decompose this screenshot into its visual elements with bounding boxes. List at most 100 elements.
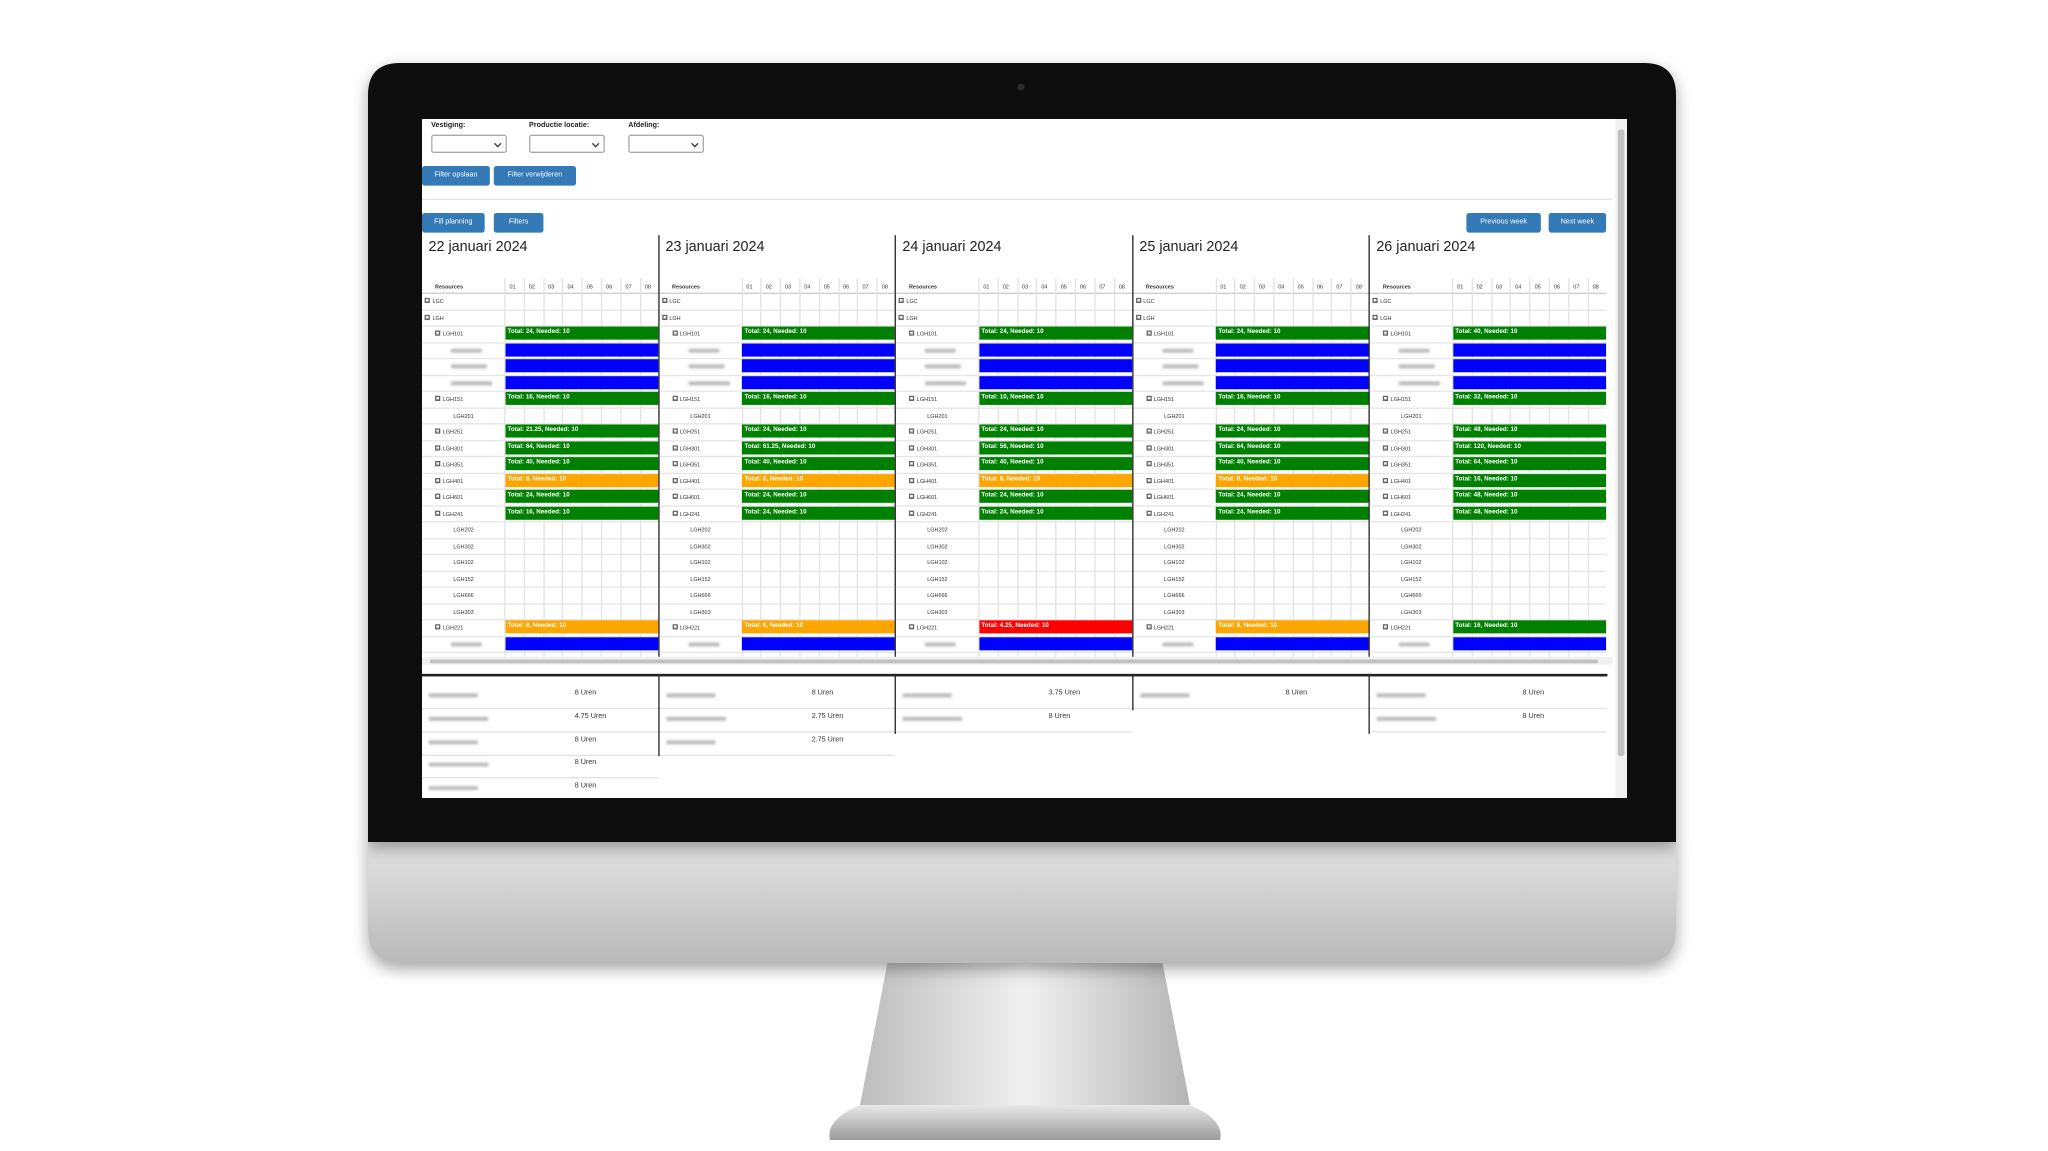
- row-line: [658, 357, 895, 359]
- resource-label: LGH251: [679, 428, 701, 435]
- resource-label: LGH101: [679, 330, 701, 338]
- filter-button[interactable]: Filter verwijderen: [493, 165, 577, 186]
- hour-header: 04: [804, 283, 811, 291]
- toggle-box[interactable]: −: [908, 509, 915, 517]
- toggle-box[interactable]: −: [908, 493, 915, 501]
- toggle-box[interactable]: −: [1382, 330, 1389, 338]
- row-line: [658, 635, 895, 636]
- capacity-bar: Total: 32, Needed: 10: [1452, 392, 1606, 406]
- toggle-box[interactable]: −: [1382, 428, 1389, 435]
- resource-label: LGH351: [442, 461, 464, 468]
- week-button[interactable]: Next week: [1548, 212, 1607, 233]
- toggle-box[interactable]: −: [1382, 477, 1389, 484]
- table-scrollbar-thumb[interactable]: [429, 658, 1599, 663]
- toggle-box[interactable]: −: [908, 444, 915, 452]
- toggle-box[interactable]: −: [1372, 314, 1378, 321]
- resource-label: LGH201: [453, 412, 474, 419]
- toggle-box[interactable]: −: [1145, 624, 1152, 631]
- vertical-scrollbar[interactable]: [1615, 119, 1627, 798]
- toolbar-button[interactable]: Filters: [493, 212, 544, 233]
- toggle-box[interactable]: −: [672, 428, 678, 435]
- toggle-box[interactable]: −: [1382, 461, 1389, 468]
- toggle-box[interactable]: −: [1135, 314, 1141, 321]
- scrollbar-thumb[interactable]: [1617, 129, 1625, 757]
- toggle-box[interactable]: −: [908, 477, 915, 484]
- toggle-box[interactable]: −: [435, 428, 441, 435]
- toggle-box[interactable]: −: [672, 444, 678, 452]
- resource-label: LGH151: [916, 395, 938, 403]
- capacity-bar: Total: 56, Needed: 10: [978, 441, 1132, 455]
- toggle-box[interactable]: −: [1145, 509, 1152, 517]
- toggle-box[interactable]: −: [435, 444, 441, 452]
- toggle-box[interactable]: −: [672, 330, 678, 338]
- employee-name-blurred: [902, 716, 963, 721]
- row-line: [658, 651, 895, 653]
- toggle-box[interactable]: −: [661, 297, 667, 305]
- toggle-box[interactable]: −: [435, 395, 441, 403]
- capacity-bar: Total: 8, Needed: 10: [1215, 620, 1369, 634]
- toggle-box[interactable]: −: [1145, 428, 1152, 435]
- row-line: [1132, 423, 1369, 424]
- toolbar-button[interactable]: Fill planning: [422, 212, 485, 233]
- toggle-box[interactable]: −: [1382, 444, 1389, 452]
- week-button[interactable]: Previous week: [1466, 212, 1541, 233]
- toggle-box[interactable]: −: [1145, 493, 1152, 501]
- toggle-box[interactable]: −: [435, 330, 441, 338]
- row-line: [1369, 439, 1606, 441]
- toggle-box[interactable]: −: [435, 461, 441, 468]
- toggle-box[interactable]: −: [908, 395, 915, 403]
- assignment-bar: [741, 359, 895, 373]
- list-row-line: [422, 754, 658, 755]
- toggle-box[interactable]: −: [672, 509, 678, 517]
- toggle-box[interactable]: −: [435, 493, 441, 501]
- toggle-box[interactable]: −: [908, 428, 915, 435]
- row-line: [422, 537, 658, 539]
- toggle-box[interactable]: −: [672, 461, 678, 468]
- toggle-box[interactable]: −: [1145, 330, 1152, 338]
- hour-header: 02: [528, 283, 535, 291]
- day-title: 22 januari 2024: [428, 239, 528, 255]
- toggle-box[interactable]: −: [435, 509, 441, 517]
- toggle-box[interactable]: −: [435, 624, 441, 631]
- toggle-box[interactable]: −: [672, 477, 678, 484]
- toggle-box[interactable]: −: [1145, 461, 1152, 468]
- list-row-line: [895, 707, 1132, 709]
- toggle-box[interactable]: −: [1145, 395, 1152, 403]
- toggle-box[interactable]: −: [1382, 493, 1389, 501]
- toggle-box[interactable]: −: [1372, 297, 1378, 305]
- toggle-box[interactable]: −: [908, 461, 915, 468]
- toggle-box[interactable]: −: [1145, 477, 1152, 484]
- toggle-box[interactable]: −: [898, 297, 904, 305]
- capacity-bar: Total: 48, Needed: 10: [1452, 490, 1606, 504]
- toggle-box[interactable]: −: [908, 330, 915, 338]
- toggle-box[interactable]: −: [908, 624, 915, 631]
- filter-select[interactable]: [431, 134, 507, 153]
- filter-select[interactable]: [628, 134, 704, 153]
- toggle-box[interactable]: −: [435, 477, 441, 484]
- assignment-bar: [1452, 375, 1606, 389]
- hour-gridline: [504, 278, 505, 657]
- toggle-box[interactable]: −: [424, 297, 430, 305]
- hour-header: 01: [509, 283, 516, 291]
- row-line: [1132, 455, 1369, 457]
- employee-name-blurred: [902, 693, 953, 698]
- toggle-box[interactable]: −: [1382, 624, 1389, 631]
- toggle-box[interactable]: −: [672, 493, 678, 501]
- toggle-box[interactable]: −: [1382, 509, 1389, 517]
- employee-name-blurred: [1376, 693, 1426, 698]
- toggle-box[interactable]: −: [672, 624, 678, 631]
- toggle-box[interactable]: −: [1145, 444, 1152, 452]
- toggle-box[interactable]: −: [1135, 297, 1141, 305]
- toggle-box[interactable]: −: [1382, 395, 1389, 403]
- toggle-box[interactable]: −: [672, 395, 678, 403]
- filter-button[interactable]: Filter opslaan: [422, 165, 490, 186]
- row-line: [1369, 390, 1606, 392]
- toggle-box[interactable]: −: [661, 314, 667, 321]
- filter-select[interactable]: [529, 134, 605, 153]
- resource-name-blurred: [1161, 348, 1193, 353]
- resource-name-blurred: [924, 380, 967, 385]
- toggle-box[interactable]: −: [898, 314, 904, 321]
- toggle-box[interactable]: −: [424, 314, 430, 321]
- hour-header: 02: [1002, 283, 1009, 291]
- filter-label: Afdeling:: [628, 121, 660, 130]
